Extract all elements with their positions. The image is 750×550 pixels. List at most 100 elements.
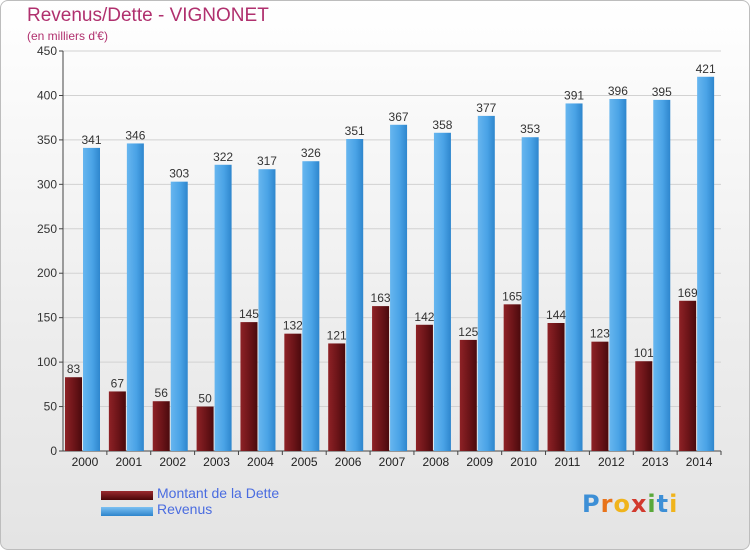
revenus-bar bbox=[609, 99, 627, 451]
x-tick-label: 2002 bbox=[159, 455, 186, 469]
dette-bar bbox=[284, 333, 302, 451]
revenus-bar bbox=[477, 115, 495, 451]
revenus-bar bbox=[302, 161, 320, 451]
revenus-bar bbox=[83, 147, 100, 451]
x-tick-label: 2010 bbox=[510, 455, 537, 469]
dette-bar bbox=[547, 323, 565, 451]
data-label: 132 bbox=[283, 319, 303, 333]
data-label: 121 bbox=[327, 328, 347, 342]
dette-bar bbox=[372, 306, 390, 451]
data-label: 50 bbox=[198, 392, 212, 406]
x-tick-label: 2013 bbox=[642, 455, 669, 469]
logo-letter: x bbox=[630, 490, 648, 518]
logo-letter: i bbox=[669, 490, 679, 518]
data-label: 317 bbox=[257, 154, 277, 168]
dette-bar bbox=[679, 300, 697, 451]
data-label: 169 bbox=[678, 286, 698, 300]
y-tick-label: 450 bbox=[37, 44, 57, 58]
dette-bar bbox=[65, 377, 82, 451]
data-label: 341 bbox=[81, 133, 101, 147]
dette-bar bbox=[503, 304, 521, 451]
logo-letter: i bbox=[647, 490, 657, 518]
dette-bar bbox=[328, 343, 346, 451]
data-label: 322 bbox=[213, 150, 233, 164]
revenus-bar bbox=[697, 76, 715, 452]
y-tick-label: 50 bbox=[44, 400, 58, 414]
data-label: 367 bbox=[389, 110, 409, 124]
data-label: 145 bbox=[239, 307, 259, 321]
logo-letter: o bbox=[613, 490, 631, 518]
data-label: 83 bbox=[67, 362, 81, 376]
revenus-bar bbox=[521, 137, 539, 451]
logo-letter: r bbox=[600, 490, 614, 518]
data-label: 377 bbox=[476, 101, 496, 115]
legend-swatch-dette bbox=[101, 491, 153, 500]
data-label: 391 bbox=[564, 88, 584, 102]
revenus-bar bbox=[258, 169, 276, 451]
data-label: 123 bbox=[590, 327, 610, 341]
data-label: 144 bbox=[546, 308, 566, 322]
data-label: 125 bbox=[458, 325, 478, 339]
y-tick-label: 250 bbox=[37, 222, 57, 236]
x-tick-label: 2011 bbox=[555, 455, 581, 469]
dette-bar bbox=[591, 341, 609, 451]
y-tick-label: 100 bbox=[37, 355, 57, 369]
revenus-bar bbox=[653, 99, 671, 451]
proxiti-logo: Proxiti bbox=[582, 490, 678, 518]
legend-label-dette: Montant de la Dette bbox=[157, 485, 280, 501]
revenus-bar bbox=[214, 164, 232, 451]
revenus-bar bbox=[390, 124, 408, 452]
data-label: 353 bbox=[520, 122, 540, 136]
logo-letter: P bbox=[582, 490, 601, 518]
dette-bar bbox=[459, 339, 477, 451]
revenus-bar bbox=[126, 143, 144, 451]
dette-bar bbox=[240, 322, 258, 451]
y-tick-label: 0 bbox=[50, 444, 57, 458]
data-label: 165 bbox=[502, 289, 522, 303]
revenus-bar bbox=[170, 181, 188, 451]
y-tick-label: 300 bbox=[37, 177, 57, 191]
chart-subtitle: (en milliers d'€) bbox=[27, 29, 108, 43]
data-label: 358 bbox=[432, 118, 452, 132]
x-tick-label: 2012 bbox=[598, 455, 625, 469]
dette-bar bbox=[635, 361, 653, 451]
data-label: 56 bbox=[155, 386, 169, 400]
x-tick-label: 2004 bbox=[247, 455, 274, 469]
chart-title: Revenus/Dette - VIGNONET bbox=[27, 5, 269, 26]
y-tick-label: 400 bbox=[37, 88, 57, 102]
x-tick-label: 2005 bbox=[291, 455, 318, 469]
x-tick-label: 2003 bbox=[203, 455, 230, 469]
y-tick-label: 150 bbox=[37, 311, 57, 325]
x-tick-label: 2014 bbox=[686, 455, 713, 469]
x-tick-label: 2000 bbox=[72, 455, 99, 469]
x-tick-label: 2009 bbox=[466, 455, 493, 469]
dette-bar bbox=[108, 391, 126, 451]
data-label: 67 bbox=[111, 376, 125, 390]
data-label: 351 bbox=[345, 124, 365, 138]
revenus-bar bbox=[346, 139, 364, 451]
x-tick-label: 2008 bbox=[423, 455, 450, 469]
data-label: 142 bbox=[414, 310, 434, 324]
x-tick-label: 2006 bbox=[335, 455, 362, 469]
dette-bar bbox=[196, 406, 214, 451]
data-label: 326 bbox=[301, 146, 321, 160]
data-label: 395 bbox=[652, 85, 672, 99]
data-label: 303 bbox=[169, 167, 189, 181]
data-label: 101 bbox=[634, 346, 654, 360]
dette-bar bbox=[415, 324, 433, 451]
data-label: 396 bbox=[608, 84, 628, 98]
dette-bar bbox=[152, 401, 170, 451]
legend-label-revenus: Revenus bbox=[157, 501, 213, 517]
x-tick-label: 2001 bbox=[115, 455, 142, 469]
data-label: 421 bbox=[696, 62, 716, 76]
x-tick-label: 2007 bbox=[379, 455, 406, 469]
revenus-bar bbox=[433, 132, 451, 451]
data-label: 163 bbox=[371, 291, 391, 305]
logo-letter: t bbox=[656, 490, 670, 518]
y-tick-label: 200 bbox=[37, 266, 57, 280]
revenus-bar bbox=[565, 103, 583, 451]
y-tick-label: 350 bbox=[37, 133, 57, 147]
legend-swatch-revenus bbox=[101, 507, 153, 516]
